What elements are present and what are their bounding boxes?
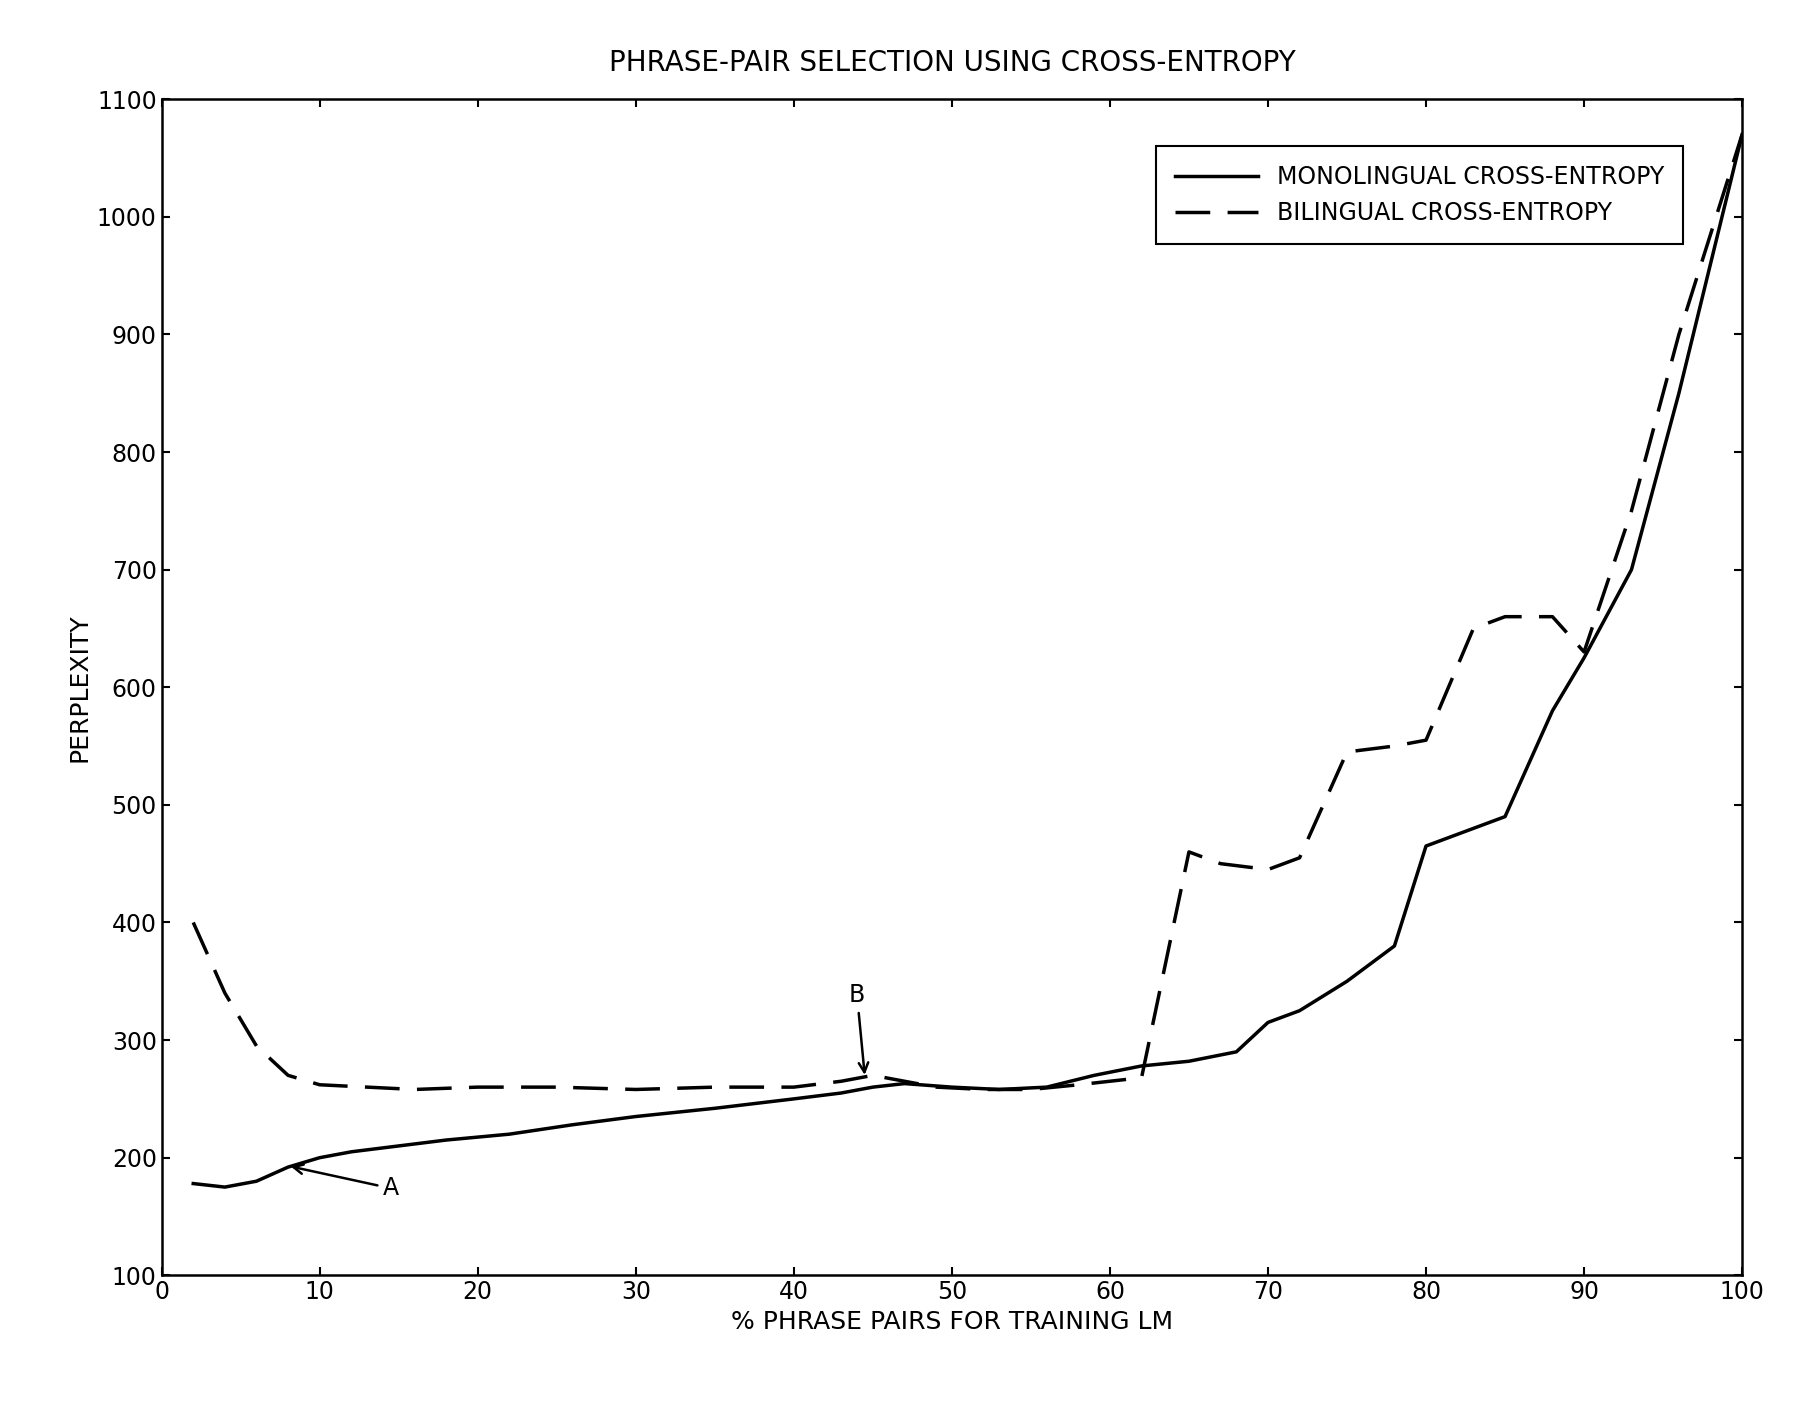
BILINGUAL CROSS-ENTROPY — [1573, 643, 1595, 660]
MONOLINGUAL CROSS-ENTROPY — [562, 1117, 584, 1134]
MONOLINGUAL CROSS-ENTROPY — [1225, 1043, 1246, 1060]
BILINGUAL CROSS-ENTROPY — [246, 1037, 268, 1054]
Title: PHRASE-PAIR SELECTION USING CROSS-ENTROPY: PHRASE-PAIR SELECTION USING CROSS-ENTROP… — [609, 50, 1295, 78]
BILINGUAL CROSS-ENTROPY — [1020, 1081, 1042, 1098]
Text: B: B — [850, 983, 867, 1073]
BILINGUAL CROSS-ENTROPY — [1131, 1070, 1153, 1087]
BILINGUAL CROSS-ENTROPY — [625, 1081, 647, 1098]
BILINGUAL CROSS-ENTROPY — [1620, 502, 1642, 519]
BILINGUAL CROSS-ENTROPY — [1257, 862, 1279, 879]
BILINGUAL CROSS-ENTROPY — [467, 1078, 489, 1095]
BILINGUAL CROSS-ENTROPY — [973, 1081, 995, 1098]
BILINGUAL CROSS-ENTROPY — [862, 1067, 884, 1084]
MONOLINGUAL CROSS-ENTROPY — [894, 1076, 916, 1093]
Legend: MONOLINGUAL CROSS-ENTROPY, BILINGUAL CROSS-ENTROPY: MONOLINGUAL CROSS-ENTROPY, BILINGUAL CRO… — [1157, 146, 1683, 244]
Text: A: A — [293, 1165, 399, 1200]
MONOLINGUAL CROSS-ENTROPY — [941, 1078, 963, 1095]
MONOLINGUAL CROSS-ENTROPY — [1083, 1067, 1105, 1084]
MONOLINGUAL CROSS-ENTROPY — [1131, 1057, 1153, 1074]
BILINGUAL CROSS-ENTROPY — [183, 914, 205, 931]
MONOLINGUAL CROSS-ENTROPY — [1336, 972, 1358, 989]
MONOLINGUAL CROSS-ENTROPY — [1257, 1015, 1279, 1032]
MONOLINGUAL CROSS-ENTROPY — [388, 1138, 409, 1155]
X-axis label: % PHRASE PAIRS FOR TRAINING LM: % PHRASE PAIRS FOR TRAINING LM — [731, 1309, 1173, 1333]
BILINGUAL CROSS-ENTROPY — [1383, 737, 1404, 754]
MONOLINGUAL CROSS-ENTROPY — [435, 1132, 456, 1149]
MONOLINGUAL CROSS-ENTROPY — [214, 1179, 235, 1196]
BILINGUAL CROSS-ENTROPY — [309, 1077, 330, 1094]
BILINGUAL CROSS-ENTROPY — [1178, 843, 1200, 860]
MONOLINGUAL CROSS-ENTROPY — [862, 1078, 884, 1095]
BILINGUAL CROSS-ENTROPY — [1415, 731, 1437, 748]
MONOLINGUAL CROSS-ENTROPY — [499, 1125, 521, 1142]
MONOLINGUAL CROSS-ENTROPY — [1541, 703, 1563, 720]
MONOLINGUAL CROSS-ENTROPY — [1573, 649, 1595, 666]
BILINGUAL CROSS-ENTROPY — [704, 1078, 726, 1095]
MONOLINGUAL CROSS-ENTROPY — [1494, 808, 1516, 825]
BILINGUAL CROSS-ENTROPY — [894, 1073, 916, 1090]
BILINGUAL CROSS-ENTROPY — [546, 1078, 568, 1095]
BILINGUAL CROSS-ENTROPY — [830, 1073, 851, 1090]
MONOLINGUAL CROSS-ENTROPY — [704, 1100, 726, 1117]
Y-axis label: PERPLEXITY: PERPLEXITY — [66, 614, 92, 761]
BILINGUAL CROSS-ENTROPY — [1462, 619, 1483, 636]
MONOLINGUAL CROSS-ENTROPY — [1415, 837, 1437, 854]
MONOLINGUAL CROSS-ENTROPY — [988, 1081, 1009, 1098]
MONOLINGUAL CROSS-ENTROPY — [277, 1159, 298, 1176]
MONOLINGUAL CROSS-ENTROPY — [1620, 561, 1642, 578]
MONOLINGUAL CROSS-ENTROPY — [341, 1144, 363, 1161]
BILINGUAL CROSS-ENTROPY — [1067, 1077, 1088, 1094]
Line: MONOLINGUAL CROSS-ENTROPY: MONOLINGUAL CROSS-ENTROPY — [194, 135, 1742, 1187]
BILINGUAL CROSS-ENTROPY — [356, 1078, 377, 1095]
MONOLINGUAL CROSS-ENTROPY — [1731, 126, 1753, 143]
BILINGUAL CROSS-ENTROPY — [1541, 608, 1563, 625]
MONOLINGUAL CROSS-ENTROPY — [1290, 1002, 1311, 1019]
BILINGUAL CROSS-ENTROPY — [1731, 126, 1753, 143]
BILINGUAL CROSS-ENTROPY — [214, 985, 235, 1002]
BILINGUAL CROSS-ENTROPY — [1290, 849, 1311, 866]
BILINGUAL CROSS-ENTROPY — [404, 1081, 426, 1098]
MONOLINGUAL CROSS-ENTROPY — [1383, 938, 1404, 955]
Line: BILINGUAL CROSS-ENTROPY: BILINGUAL CROSS-ENTROPY — [194, 135, 1742, 1090]
MONOLINGUAL CROSS-ENTROPY — [830, 1084, 851, 1101]
MONOLINGUAL CROSS-ENTROPY — [246, 1173, 268, 1190]
MONOLINGUAL CROSS-ENTROPY — [1178, 1053, 1200, 1070]
MONOLINGUAL CROSS-ENTROPY — [783, 1091, 805, 1108]
BILINGUAL CROSS-ENTROPY — [783, 1078, 805, 1095]
MONOLINGUAL CROSS-ENTROPY — [183, 1175, 205, 1192]
BILINGUAL CROSS-ENTROPY — [1336, 744, 1358, 761]
MONOLINGUAL CROSS-ENTROPY — [1462, 820, 1483, 837]
MONOLINGUAL CROSS-ENTROPY — [1036, 1078, 1058, 1095]
MONOLINGUAL CROSS-ENTROPY — [309, 1149, 330, 1166]
BILINGUAL CROSS-ENTROPY — [277, 1067, 298, 1084]
BILINGUAL CROSS-ENTROPY — [925, 1078, 946, 1095]
BILINGUAL CROSS-ENTROPY — [1494, 608, 1516, 625]
MONOLINGUAL CROSS-ENTROPY — [625, 1108, 647, 1125]
BILINGUAL CROSS-ENTROPY — [1211, 854, 1232, 871]
MONOLINGUAL CROSS-ENTROPY — [1668, 384, 1690, 401]
BILINGUAL CROSS-ENTROPY — [1668, 326, 1690, 343]
